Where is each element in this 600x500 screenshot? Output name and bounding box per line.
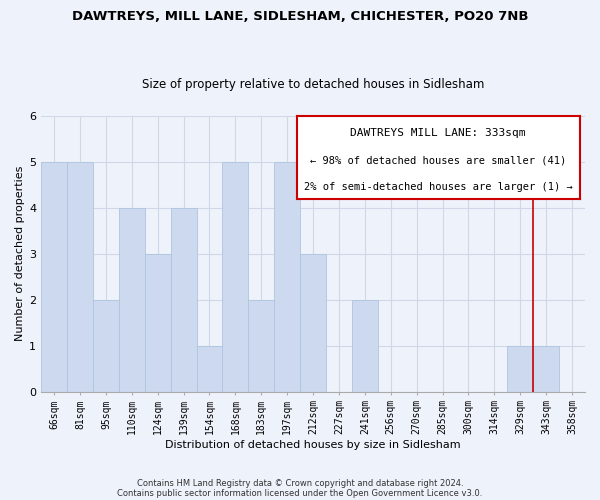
Bar (352, 300, 378, 392)
Bar (300, 254, 326, 392)
Bar (533, 346, 559, 392)
Title: Size of property relative to detached houses in Sidlesham: Size of property relative to detached ho… (142, 78, 484, 91)
Bar (197, 346, 223, 392)
Bar (41, 162, 67, 392)
Bar (145, 254, 170, 392)
Bar (93, 300, 119, 392)
Bar (274, 162, 300, 392)
Text: Contains HM Land Registry data © Crown copyright and database right 2024.: Contains HM Land Registry data © Crown c… (137, 478, 463, 488)
Text: Contains public sector information licensed under the Open Government Licence v3: Contains public sector information licen… (118, 488, 482, 498)
Bar (223, 162, 248, 392)
Bar (170, 208, 197, 392)
Bar (119, 208, 145, 392)
Bar (248, 300, 274, 392)
X-axis label: Distribution of detached houses by size in Sidlesham: Distribution of detached houses by size … (165, 440, 461, 450)
Bar (508, 346, 533, 392)
Bar (67, 162, 93, 392)
Text: DAWTREYS, MILL LANE, SIDLESHAM, CHICHESTER, PO20 7NB: DAWTREYS, MILL LANE, SIDLESHAM, CHICHEST… (72, 10, 528, 23)
Y-axis label: Number of detached properties: Number of detached properties (15, 166, 25, 342)
